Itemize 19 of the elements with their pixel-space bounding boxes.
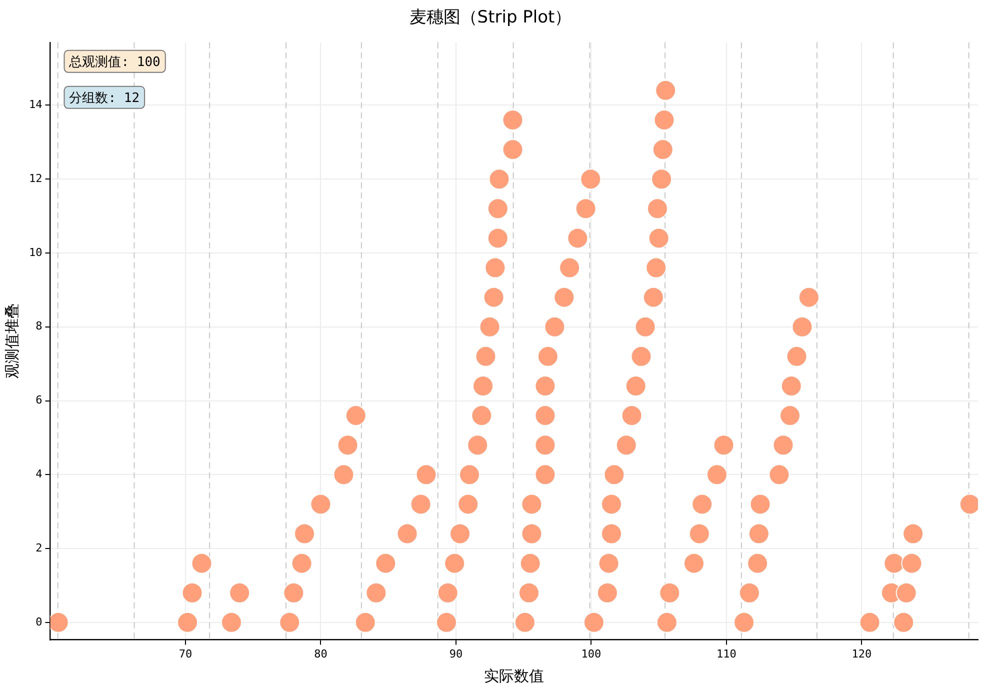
y-tick-label: 10	[28, 246, 42, 259]
x-tick-label: 70	[178, 647, 192, 660]
y-tick-label: 6	[36, 394, 42, 407]
y-axis-title: 观测值堆叠	[2, 304, 21, 379]
annotation: 分组数: 12	[69, 90, 140, 106]
x-tick-label: 120	[852, 647, 872, 660]
chart-title: 麦穗图（Strip Plot）	[409, 8, 572, 28]
x-tick-label: 90	[449, 647, 463, 660]
x-tick-label: 80	[314, 647, 328, 660]
y-tick-label: 14	[28, 98, 43, 112]
x-tick-label: 100	[581, 647, 602, 660]
annotation: 总观测值: 100	[68, 54, 160, 70]
y-tick-label: 2	[36, 541, 42, 554]
y-tick-label: 0	[36, 615, 42, 628]
x-tick-label: 110	[716, 647, 736, 660]
y-tick-label: 12	[28, 172, 42, 185]
y-tick-label: 8	[36, 320, 42, 333]
y-tick-label: 4	[36, 468, 43, 481]
x-axis-title: 实际数值	[484, 666, 544, 685]
